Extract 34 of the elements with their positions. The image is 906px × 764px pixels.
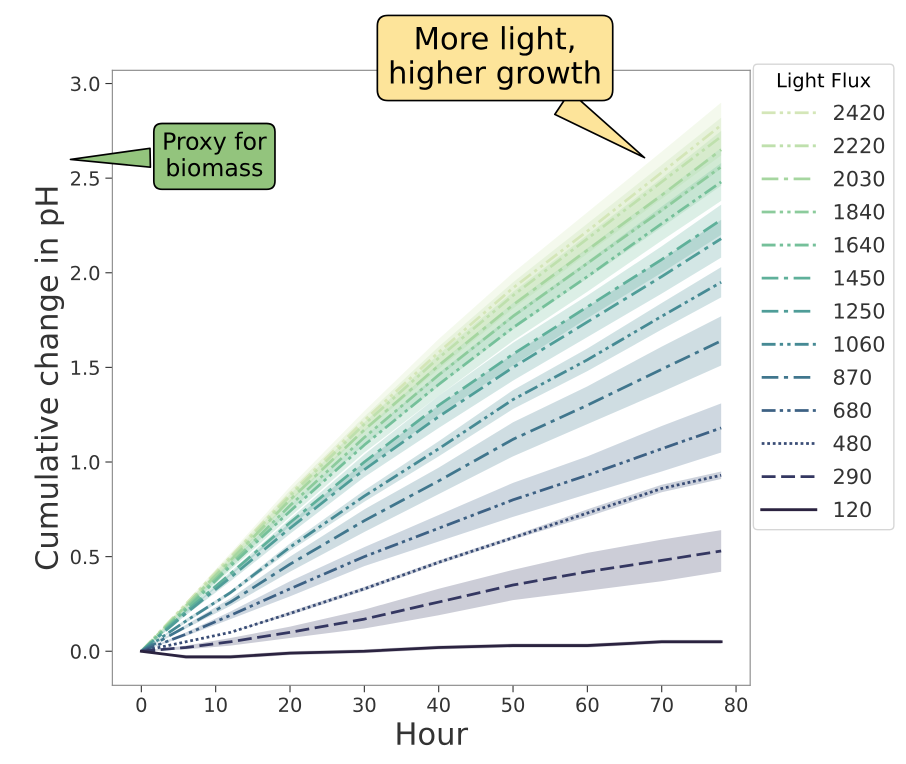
- legend-label: 120: [834, 502, 871, 518]
- legend-label: 1640: [834, 236, 884, 253]
- legend-label: 680: [834, 402, 871, 418]
- y-tick-label: 0.0: [70, 644, 100, 659]
- legend-label: 1450: [834, 270, 884, 286]
- y-axis-title: Cumulative change in pH: [34, 188, 64, 570]
- legend-label: 2420: [834, 104, 884, 120]
- x-tick-label: 70: [650, 697, 673, 712]
- legend-title: Light Flux: [778, 72, 871, 92]
- y-tick-label: 0.5: [70, 550, 99, 564]
- legend-label: 2220: [834, 138, 884, 154]
- x-tick-label: 20: [279, 697, 302, 712]
- legend-label: 1060: [834, 336, 884, 352]
- legend-label: 480: [834, 435, 871, 452]
- y-tick-label: 3.0: [71, 76, 100, 92]
- legend-label: 1250: [834, 303, 884, 319]
- x-tick-label: 10: [205, 697, 227, 712]
- x-tick-label: 40: [427, 697, 450, 712]
- annotation: Proxy for biomass: [164, 132, 267, 176]
- legend-label: 2030: [834, 170, 884, 186]
- legend-label: 290: [834, 468, 871, 484]
- x-tick-label: 0: [136, 697, 146, 712]
- x-tick-label: 60: [576, 697, 598, 712]
- annotation: More light, higher growth: [390, 26, 600, 90]
- x-tick-label: 50: [502, 697, 524, 712]
- y-tick-label: 1.0: [72, 454, 100, 470]
- x-axis-title: Hour: [397, 722, 468, 746]
- y-tick-label: 2.5: [71, 171, 99, 186]
- legend-label: 1840: [834, 204, 884, 220]
- x-tick-label: 30: [353, 697, 376, 712]
- legend-label: 870: [834, 369, 871, 385]
- y-tick-label: 2.0: [71, 266, 100, 280]
- y-tick-label: 1.5: [72, 360, 99, 376]
- x-tick-label: 80: [724, 697, 748, 712]
